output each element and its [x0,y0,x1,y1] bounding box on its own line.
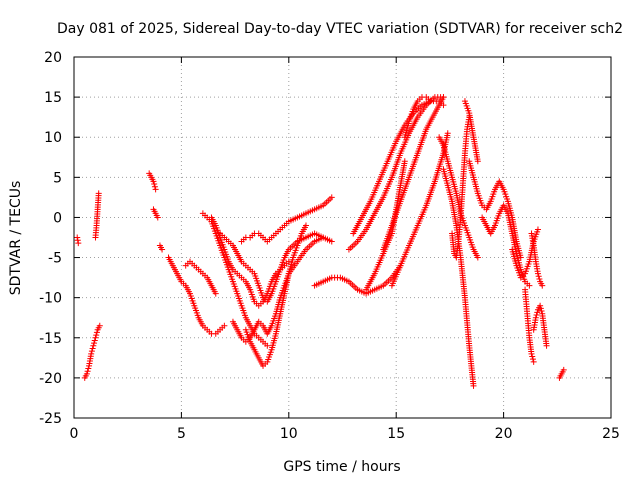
x-axis-label: GPS time / hours [283,459,400,475]
arc-02-fill-mark [91,340,98,347]
arc-31-point [539,282,546,289]
arc-25-point [474,158,481,165]
x-tick-label: 25 [602,426,620,442]
arc-31-fill-mark [536,275,543,282]
arc-18-point [440,94,447,101]
x-tick-label: 5 [177,426,186,442]
arc-01-point [74,234,81,241]
y-axis-label: SDTVAR / TECUs [8,181,24,296]
arc-31-point [534,270,541,277]
y-tick-label: 5 [53,170,62,186]
arc-21-point [427,98,434,105]
arc-08-point [212,290,219,297]
y-tick-label: -5 [48,251,62,267]
arc-29-point [528,350,535,357]
arc-01-point [75,240,82,247]
arc-30-fill-mark [534,309,541,316]
arc-22-point [470,382,477,389]
arc-02-fill-mark [89,345,96,352]
arc-27-point [526,282,533,289]
arc-04-fill-mark [151,183,158,190]
arc-31-fill-mark [535,273,542,280]
x-tick-labels: 0 5 10 15 20 25 [70,426,620,442]
x-tick-label: 10 [280,426,298,442]
y-tick-label: -10 [39,291,62,307]
y-tick-label: 10 [44,130,62,146]
arc-19-point [401,158,408,165]
arc-04-point [152,186,159,193]
arc-30-point [543,342,550,349]
x-tick-label: 15 [387,426,405,442]
arc-11-point [328,238,335,245]
arc-01-fill-mark [74,237,81,244]
x-tick-label: 20 [495,426,513,442]
axis-ticks [73,56,612,419]
arc-04-point [150,178,157,185]
y-tick-labels: -25 -20 -15 -10 -5 0 5 10 15 20 [39,50,62,427]
arc-30-fill-mark [538,308,545,315]
arc-30-point [532,314,539,321]
chart-title: Day 081 of 2025, Sidereal Day-to-day VTE… [57,21,623,37]
arc-32-point [560,366,567,373]
y-tick-label: -20 [39,371,62,387]
y-tick-label: 0 [53,210,62,226]
y-tick-label: 20 [44,50,62,66]
arc-02-point [96,322,103,329]
data-marks [74,94,567,389]
y-tick-label: -25 [39,411,62,427]
arc-30-point [537,302,544,309]
arc-29-fill-mark [529,353,536,360]
arc-23-point [474,254,481,261]
arc-02-point [88,350,95,357]
arc-02-fill-mark [84,368,91,375]
arc-02-point [90,342,97,349]
arc-02-point [92,334,99,341]
arc-29-point [530,358,537,365]
arc-28-point [534,226,541,233]
arc-30-fill-mark [533,312,540,319]
arc-09-point [264,342,271,349]
arc-07-point [221,322,228,329]
arc-12-point [328,194,335,201]
y-tick-label: 15 [44,90,62,106]
arc-02-point [83,370,90,377]
arc-20-point [444,130,451,137]
arc-13-point [320,234,327,241]
plot-frame [73,56,612,419]
y-tick-label: -15 [39,331,62,347]
arc-14-point [302,222,309,229]
arc-02-fill-mark [85,365,92,372]
arc-02-fill-mark [88,348,95,355]
arc-03-point [95,190,102,197]
arc-02-fill-mark [91,337,98,344]
x-tick-label: 0 [70,426,79,442]
arc-04-fill-mark [151,181,158,188]
arc-02-fill-mark [93,329,100,336]
grid-lines [74,57,611,418]
arc-30-fill-mark [537,305,544,312]
arc-06-point [159,246,166,253]
arc-29-fill-mark [529,356,536,363]
arc-02-fill-mark [93,332,100,339]
arc-05-point [154,214,161,221]
